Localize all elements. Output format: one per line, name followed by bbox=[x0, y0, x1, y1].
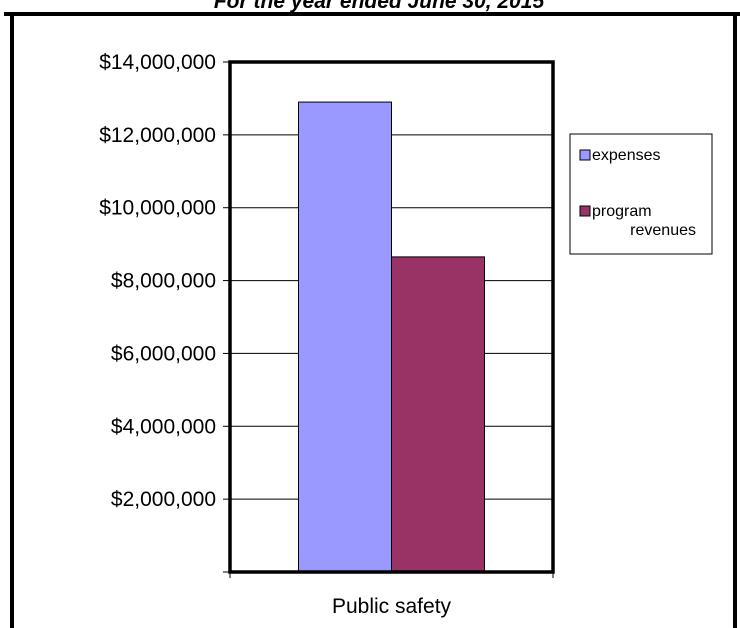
y-tick-label: $14,000,000 bbox=[99, 51, 216, 74]
chart-title: For the year ended June 30, 2015 bbox=[214, 0, 545, 13]
y-tick-label: $6,000,000 bbox=[111, 342, 216, 365]
legend-box bbox=[569, 133, 713, 255]
y-tick-label: $12,000,000 bbox=[99, 124, 216, 147]
category-label: Public safety bbox=[332, 595, 452, 618]
bar-expenses bbox=[298, 101, 392, 573]
legend-label: revenues bbox=[630, 222, 696, 239]
y-tick-labels: $2,000,000 $4,000,000 $6,000,000 $8,000,000… bbox=[99, 51, 216, 511]
legend-label: expenses bbox=[592, 147, 661, 164]
y-tick-label: $2,000,000 bbox=[111, 488, 216, 511]
legend: expenses program revenues bbox=[569, 133, 713, 255]
bar-program-revenues bbox=[391, 256, 485, 573]
axes bbox=[223, 60, 555, 578]
plot-area-border bbox=[228, 60, 555, 574]
y-tick-label: $4,000,000 bbox=[111, 415, 216, 438]
y-tick-label: $8,000,000 bbox=[111, 270, 216, 293]
y-tick-label: $10,000,000 bbox=[99, 197, 216, 220]
legend-label: program bbox=[592, 203, 652, 220]
category-labels: Public safety bbox=[332, 595, 452, 618]
legend-swatch bbox=[579, 149, 591, 161]
bars bbox=[298, 101, 485, 573]
legend-swatch bbox=[579, 205, 591, 217]
